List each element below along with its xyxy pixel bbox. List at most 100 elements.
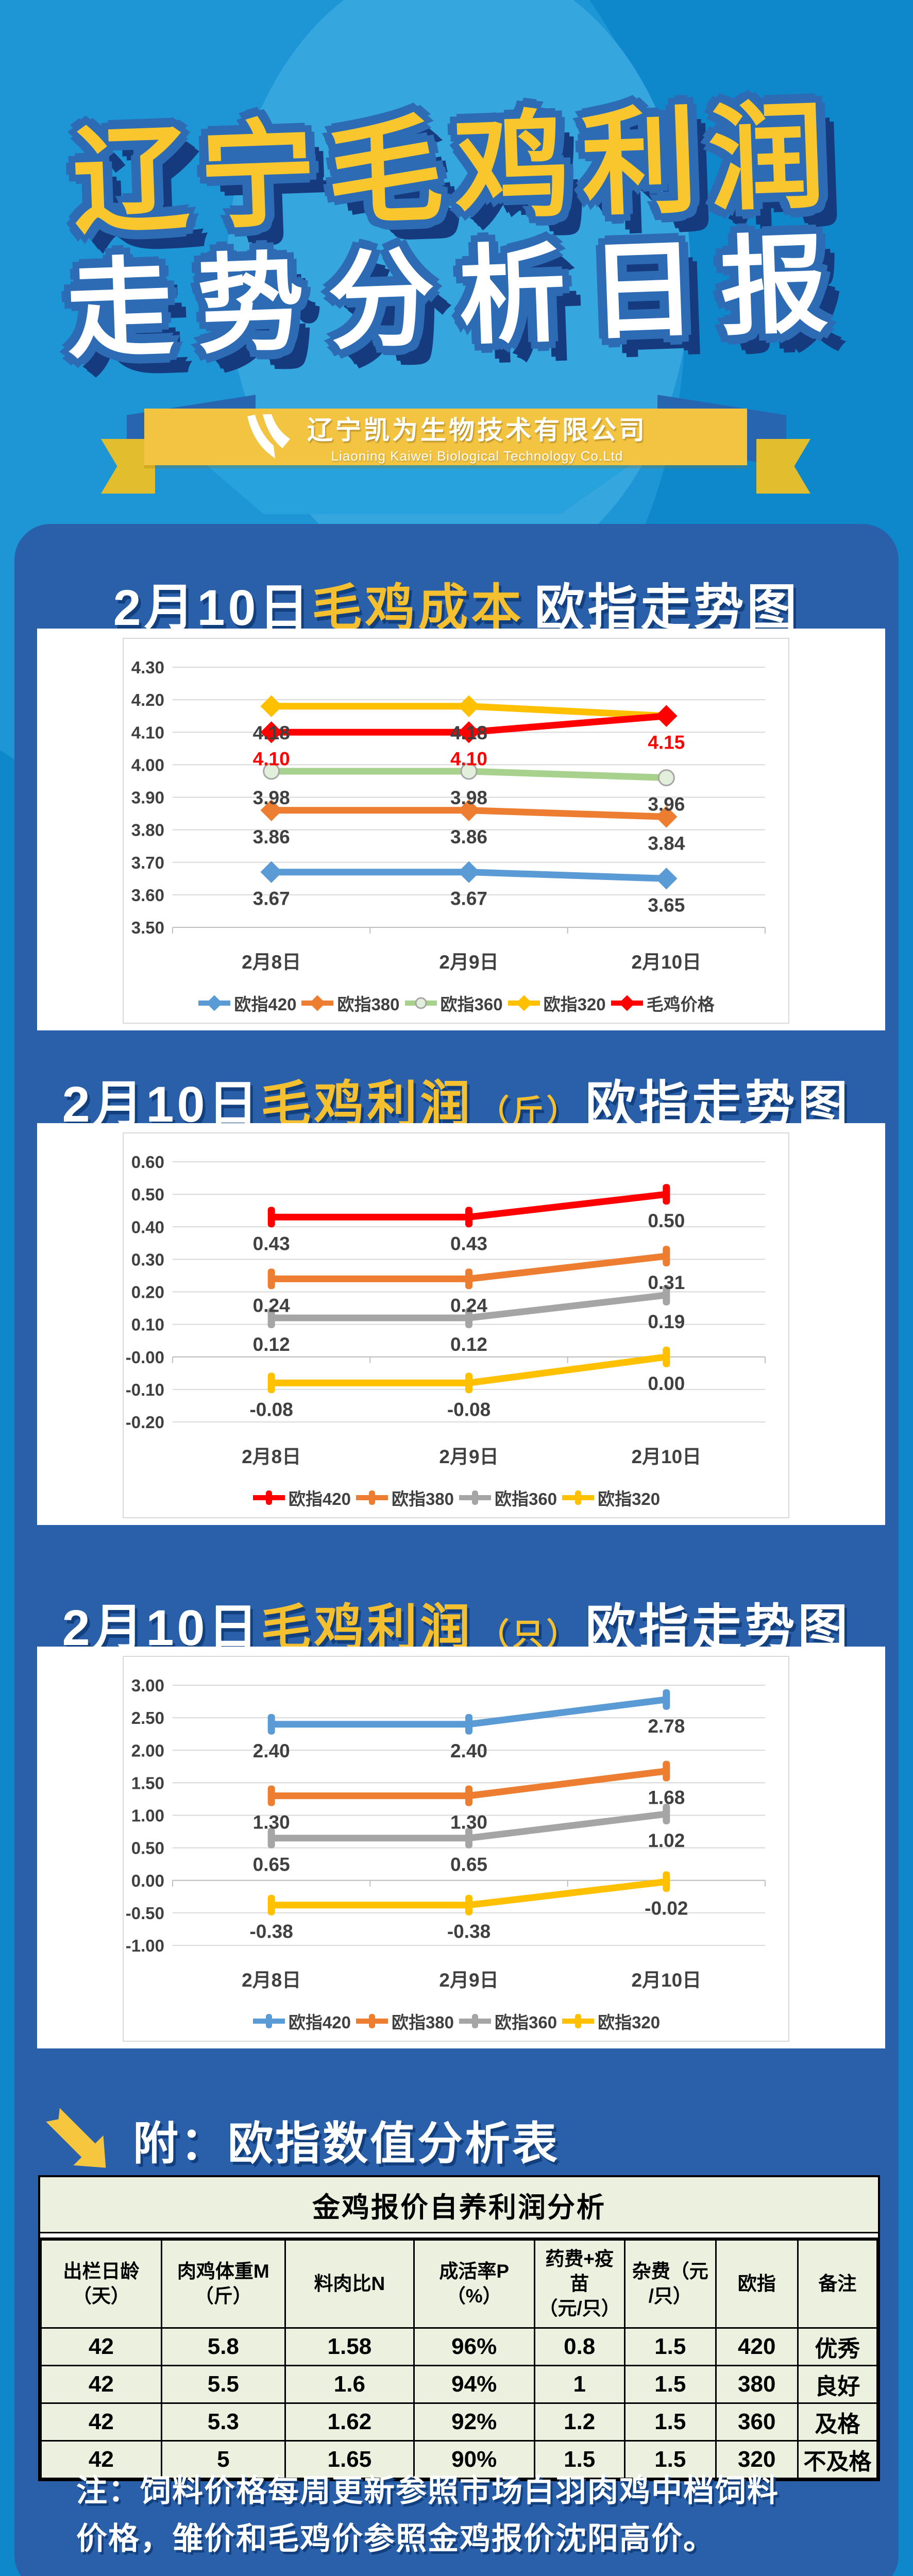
legend-marker-icon (508, 995, 540, 1011)
table-cell: 94% (413, 2365, 535, 2404)
table-cell: 360 (715, 2402, 799, 2442)
ribbon-under-shape (204, 463, 634, 514)
svg-text:3.96: 3.96 (648, 794, 685, 815)
table-cell: 5.3 (160, 2402, 286, 2442)
svg-text:0.40: 0.40 (131, 1217, 164, 1236)
table-cell: 不及格 (797, 2440, 878, 2480)
table-cell: 1.58 (284, 2327, 415, 2367)
svg-text:-0.38: -0.38 (447, 1921, 491, 1942)
legend-item: 欧指360 (458, 2009, 557, 2033)
svg-text:0.65: 0.65 (450, 1854, 487, 1875)
company-name-en: Liaoning Kaiwei Biological Technology Co… (331, 448, 623, 464)
section-title-highlight: 毛鸡利润 (261, 1076, 474, 1132)
table-cell: 320 (715, 2440, 799, 2480)
cost-chart-card: 4.30 4.20 4.10 4.00 3.90 3.80 3.70 3.60 3.50 2月8日… (37, 629, 885, 1030)
table-cell: 42 (40, 2440, 162, 2480)
table-cell: 良好 (797, 2365, 878, 2404)
company-name-cn: 辽宁凯为生物技术有限公司 (307, 416, 647, 445)
table-cell: 1.65 (284, 2440, 415, 2480)
svg-text:1.00: 1.00 (131, 1806, 164, 1825)
table-cell: 1.2 (533, 2402, 625, 2442)
svg-text:2.00: 2.00 (131, 1741, 164, 1760)
legend-marker-icon (562, 1490, 595, 1505)
svg-text:2月8日: 2月8日 (242, 1446, 301, 1467)
yellow-arrow-icon (46, 2108, 106, 2168)
table-cell: 1.5 (623, 2402, 717, 2442)
svg-text:1.68: 1.68 (648, 1787, 685, 1808)
svg-text:4.20: 4.20 (131, 690, 164, 709)
kaiwei-wings-logo-icon (247, 414, 290, 459)
table-header-cell: 出栏日龄 （天） (40, 2239, 162, 2329)
svg-text:3.98: 3.98 (450, 787, 487, 808)
svg-text:0.00: 0.00 (648, 1373, 685, 1394)
table-header-cell: 欧指 (715, 2239, 799, 2329)
svg-text:2月10日: 2月10日 (631, 952, 701, 973)
table-head: 出栏日龄 （天） 肉鸡体重M （斤） 料肉比N 成活率P （%） 药费+疫苗 （元/只） 杂费（元… (40, 2239, 878, 2329)
svg-text:4.18: 4.18 (253, 722, 290, 743)
analysis-data-table: 出栏日龄 （天） 肉鸡体重M （斤） 料肉比N 成活率P （%） 药费+疫苗 （元/只） 杂费（元… (40, 2239, 878, 2480)
svg-text:3.86: 3.86 (450, 826, 487, 848)
poster-title: 辽宁毛鸡利润 走势分析日报 (0, 91, 913, 373)
svg-text:3.98: 3.98 (253, 787, 290, 808)
table-cell: 5.8 (160, 2327, 286, 2367)
section-title-highlight: 毛鸡成本 (312, 580, 525, 636)
svg-text:0.50: 0.50 (648, 1210, 685, 1231)
legend-label: 欧指360 (440, 995, 503, 1014)
legend-marker-icon (611, 995, 643, 1011)
legend-label: 欧指380 (391, 1489, 454, 1509)
svg-text:3.84: 3.84 (648, 833, 685, 854)
section-title-suffix: 欧指走势图 (534, 580, 800, 636)
table-header-cell: 肉鸡体重M （斤） (160, 2239, 286, 2329)
table-cell: 0.8 (533, 2327, 625, 2367)
svg-text:1.50: 1.50 (131, 1773, 164, 1792)
company-name-block: 辽宁凯为生物技术有限公司 Liaoning Kaiwei Biological … (307, 410, 647, 464)
table-cell: 1.6 (284, 2365, 415, 2404)
analysis-table: 金鸡报价自养利润分析 出栏日龄 （天） 肉鸡体重M （斤） 料肉比N 成活率P （%） 药费+… (38, 2175, 880, 2482)
svg-text:0.50: 0.50 (131, 1839, 164, 1858)
svg-text:0.43: 0.43 (450, 1233, 487, 1254)
legend-label: 欧指360 (495, 2013, 557, 2032)
legend-item: 欧指360 (458, 1485, 557, 1510)
svg-text:0.65: 0.65 (253, 1854, 290, 1875)
legend-marker-icon (356, 2014, 388, 2028)
svg-text:-0.00: -0.00 (126, 1348, 164, 1367)
footnote: 注：饲料价格每周更新参照市场白羽肉鸡中档饲料价格，雏价和毛鸡价参照金鸡报价沈阳高… (76, 2473, 779, 2556)
legend-item: 欧指420 (252, 1485, 351, 1510)
ribbon-tail-right (756, 439, 810, 494)
legend-item: 欧指380 (355, 2009, 454, 2033)
svg-text:3.67: 3.67 (253, 888, 290, 909)
svg-text:2月8日: 2月8日 (242, 952, 301, 973)
svg-text:-0.50: -0.50 (126, 1904, 164, 1923)
table-cell: 42 (40, 2365, 162, 2404)
svg-text:0.60: 0.60 (131, 1153, 164, 1172)
table-cell: 380 (715, 2365, 799, 2404)
legend-marker-icon (459, 1490, 491, 1505)
table-header-cell: 料肉比N (284, 2239, 415, 2329)
svg-text:2.40: 2.40 (450, 1740, 487, 1761)
profit-zhi-chart-frame: 3.00 2.50 2.00 1.50 1.00 0.50 0.00 -0.50 -1.00 2月… (123, 1656, 789, 2042)
section-title-date: 2月10日 (62, 1076, 261, 1132)
table-header-cell: 药费+疫苗 （元/只） (533, 2239, 625, 2329)
table-header-row: 出栏日龄 （天） 肉鸡体重M （斤） 料肉比N 成活率P （%） 药费+疫苗 （元/只） 杂费（元… (40, 2239, 878, 2329)
svg-text:-0.38: -0.38 (249, 1921, 293, 1942)
section-title-unit: （只） (478, 1617, 581, 1652)
poster-title-line1: 辽宁毛鸡利润 (70, 91, 838, 247)
legend-item: 欧指360 (404, 991, 503, 1015)
svg-text:3.60: 3.60 (131, 886, 164, 905)
svg-text:-0.20: -0.20 (126, 1413, 164, 1432)
table-row: 42 5.3 1.62 92% 1.2 1.5 360 及格 (40, 2402, 878, 2442)
legend-label: 欧指320 (598, 2013, 661, 2032)
legend-marker-icon (356, 1490, 388, 1505)
section-title-profit-zhi: 2月10日毛鸡利润 （只） 欧指走势图 (0, 1587, 913, 1659)
svg-text:2.50: 2.50 (131, 1708, 164, 1727)
svg-text:1.30: 1.30 (450, 1812, 487, 1833)
svg-text:3.70: 3.70 (131, 853, 164, 872)
legend-label: 欧指320 (598, 1489, 661, 1509)
legend-item: 欧指380 (300, 991, 400, 1015)
svg-text:0.30: 0.30 (131, 1250, 164, 1269)
legend-item: 毛鸡价格 (610, 991, 715, 1015)
svg-text:0.20: 0.20 (131, 1283, 164, 1302)
profit-jin-line-chart: 0.60 0.50 0.40 0.30 0.20 0.10 -0.00 -0.10 -0.20 2… (126, 1153, 766, 1467)
table-row: 42 5 1.65 90% 1.5 1.5 320 不及格 (40, 2440, 878, 2480)
svg-text:1.30: 1.30 (253, 1812, 290, 1833)
